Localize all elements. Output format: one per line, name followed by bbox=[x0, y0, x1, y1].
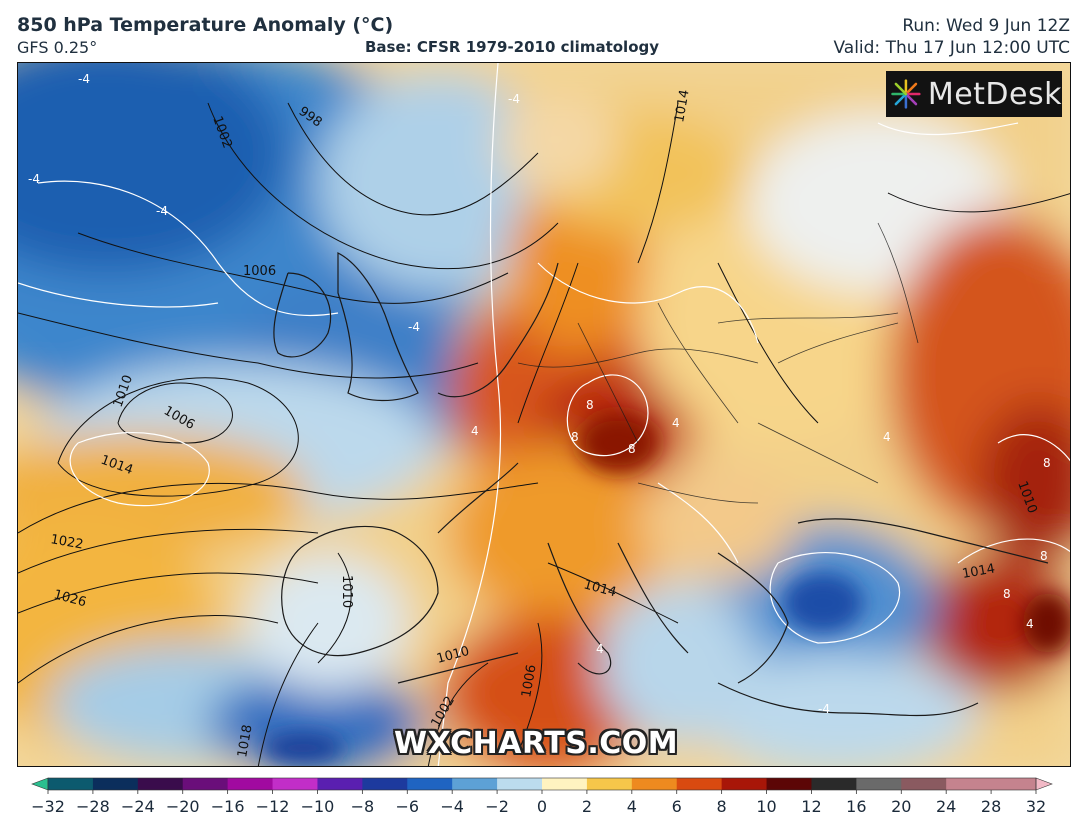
colorbar-tick-label: 28 bbox=[981, 797, 1001, 816]
anomaly-label: 8 bbox=[571, 430, 579, 444]
anomaly-label: -4 bbox=[156, 204, 168, 218]
colorbar-segment bbox=[631, 778, 678, 790]
colorbar-segment bbox=[317, 778, 363, 790]
colorbar-tick-label: 10 bbox=[756, 797, 776, 816]
colorbar-tick-label: −32 bbox=[31, 797, 65, 816]
colorbar-segment bbox=[272, 778, 318, 790]
anomaly-label: 8 bbox=[1040, 549, 1048, 563]
colorbar-segment bbox=[991, 778, 1037, 790]
anomaly-label: 8 bbox=[1003, 587, 1011, 601]
colorbar-segment bbox=[721, 778, 768, 790]
colorbar-tick-label: −8 bbox=[351, 797, 375, 816]
colorbar-min-arrow bbox=[31, 777, 49, 791]
colorbar-segment bbox=[227, 778, 274, 790]
isobar-lines bbox=[18, 102, 1070, 766]
colorbar-tick-label: 4 bbox=[627, 797, 637, 816]
anomaly-label: 8 bbox=[1043, 456, 1051, 470]
colorbar: −32 −28 −24 −20 −16 −12 −10 −8 −6 −4 −2 0 2 4 6 8 10 12 16… bbox=[31, 777, 1053, 816]
anomaly-label: -4 bbox=[508, 92, 520, 106]
colorbar-tick-label: 6 bbox=[672, 797, 682, 816]
colorbar-tick-label: 20 bbox=[891, 797, 911, 816]
colorbar-tick-label: 16 bbox=[846, 797, 866, 816]
colorbar-segment bbox=[362, 778, 408, 790]
colorbar-tick-label: −4 bbox=[440, 797, 464, 816]
anomaly-map: 998 1002 1006 1010 1006 1014 1014 1022 1… bbox=[17, 62, 1071, 767]
wxcharts-watermark: WXCHARTS.COM bbox=[394, 726, 679, 761]
colorbar-segment bbox=[182, 778, 229, 790]
valid-time-label: Valid: Thu 17 Jun 12:00 UTC bbox=[833, 38, 1070, 58]
anomaly-label: 4 bbox=[1026, 617, 1034, 631]
anomaly-label: -4 bbox=[78, 72, 90, 86]
anomaly-label: -4 bbox=[28, 172, 40, 186]
colorbar-segment bbox=[946, 778, 992, 790]
isobar-label: 1018 bbox=[235, 723, 256, 758]
colorbar-ticks: −32 −28 −24 −20 −16 −12 −10 −8 −6 −4 −2 0 2 4 6 8 10 12 16… bbox=[31, 790, 1046, 816]
isobar-label: 1014 bbox=[961, 561, 996, 582]
colorbar-tick-label: −24 bbox=[121, 797, 155, 816]
colorbar-max-arrow bbox=[1035, 777, 1053, 791]
colorbar-tick-label: 24 bbox=[936, 797, 956, 816]
anomaly-contours bbox=[18, 63, 1070, 766]
colorbar-segment bbox=[856, 778, 902, 790]
anomaly-label: 4 bbox=[471, 424, 479, 438]
colorbar-tick-label: 8 bbox=[717, 797, 727, 816]
run-time-label: Run: Wed 9 Jun 12Z bbox=[902, 16, 1070, 36]
isobar-label: 1006 bbox=[243, 264, 276, 279]
colorbar-segment bbox=[766, 778, 812, 790]
metdesk-logo-text: MetDesk bbox=[927, 76, 1062, 112]
colorbar-tick-label: −20 bbox=[166, 797, 200, 816]
anomaly-label: 4 bbox=[672, 416, 680, 430]
colorbar-segment bbox=[901, 778, 947, 790]
colorbar-segment bbox=[542, 778, 588, 790]
anomaly-label: -4 bbox=[408, 320, 420, 334]
anomaly-label-layer: -4 -4 -4 -4 -4 8 8 8 4 4 4 8 8 8 4 -4 4 bbox=[28, 72, 1051, 716]
anomaly-label: 8 bbox=[628, 442, 636, 456]
colorbar-tick-label: 32 bbox=[1026, 797, 1046, 816]
colorbar-tick-label: −28 bbox=[76, 797, 110, 816]
colorbar-segment bbox=[586, 778, 633, 790]
colorbar-segment bbox=[137, 778, 184, 790]
model-label: GFS 0.25° bbox=[17, 38, 98, 57]
anomaly-label: 4 bbox=[596, 642, 604, 656]
colorbar-tick-label: −6 bbox=[395, 797, 419, 816]
colorbar-segment bbox=[48, 778, 94, 790]
chart-title: 850 hPa Temperature Anomaly (°C) bbox=[17, 14, 394, 36]
isobar-label: 1010 bbox=[339, 575, 354, 608]
colorbar-tick-label: −16 bbox=[211, 797, 245, 816]
colorbar-tick-label: 0 bbox=[537, 797, 547, 816]
colorbar-tick-label: −10 bbox=[301, 797, 335, 816]
colorbar-segment bbox=[676, 778, 723, 790]
isobar-label: 1006 bbox=[519, 663, 540, 698]
isobar-label: 1014 bbox=[672, 88, 693, 123]
base-climatology-label: Base: CFSR 1979-2010 climatology bbox=[365, 38, 660, 56]
colorbar-tick-label: −2 bbox=[485, 797, 509, 816]
metdesk-logo-icon bbox=[891, 79, 921, 109]
colorbar-segment bbox=[92, 778, 139, 790]
coastlines bbox=[273, 252, 1049, 717]
anomaly-detail bbox=[263, 413, 1070, 763]
map-canvas: 998 1002 1006 1010 1006 1014 1014 1022 1… bbox=[18, 63, 1070, 766]
anomaly-label: 4 bbox=[883, 430, 891, 444]
colorbar-segment bbox=[811, 778, 857, 790]
anomaly-label: 8 bbox=[586, 398, 594, 412]
colorbar-tick-label: −12 bbox=[256, 797, 290, 816]
metdesk-logo: MetDesk bbox=[886, 71, 1062, 117]
colorbar-segment bbox=[407, 778, 453, 790]
colorbar-tick-label: 12 bbox=[801, 797, 821, 816]
colorbar-segment bbox=[497, 778, 543, 790]
colorbar-tick-label: 2 bbox=[582, 797, 592, 816]
colorbar-segments bbox=[31, 777, 1053, 791]
anomaly-label: -4 bbox=[818, 702, 830, 716]
colorbar-segment bbox=[452, 778, 498, 790]
country-borders bbox=[517, 222, 919, 504]
isobar-label: 1022 bbox=[49, 532, 84, 553]
